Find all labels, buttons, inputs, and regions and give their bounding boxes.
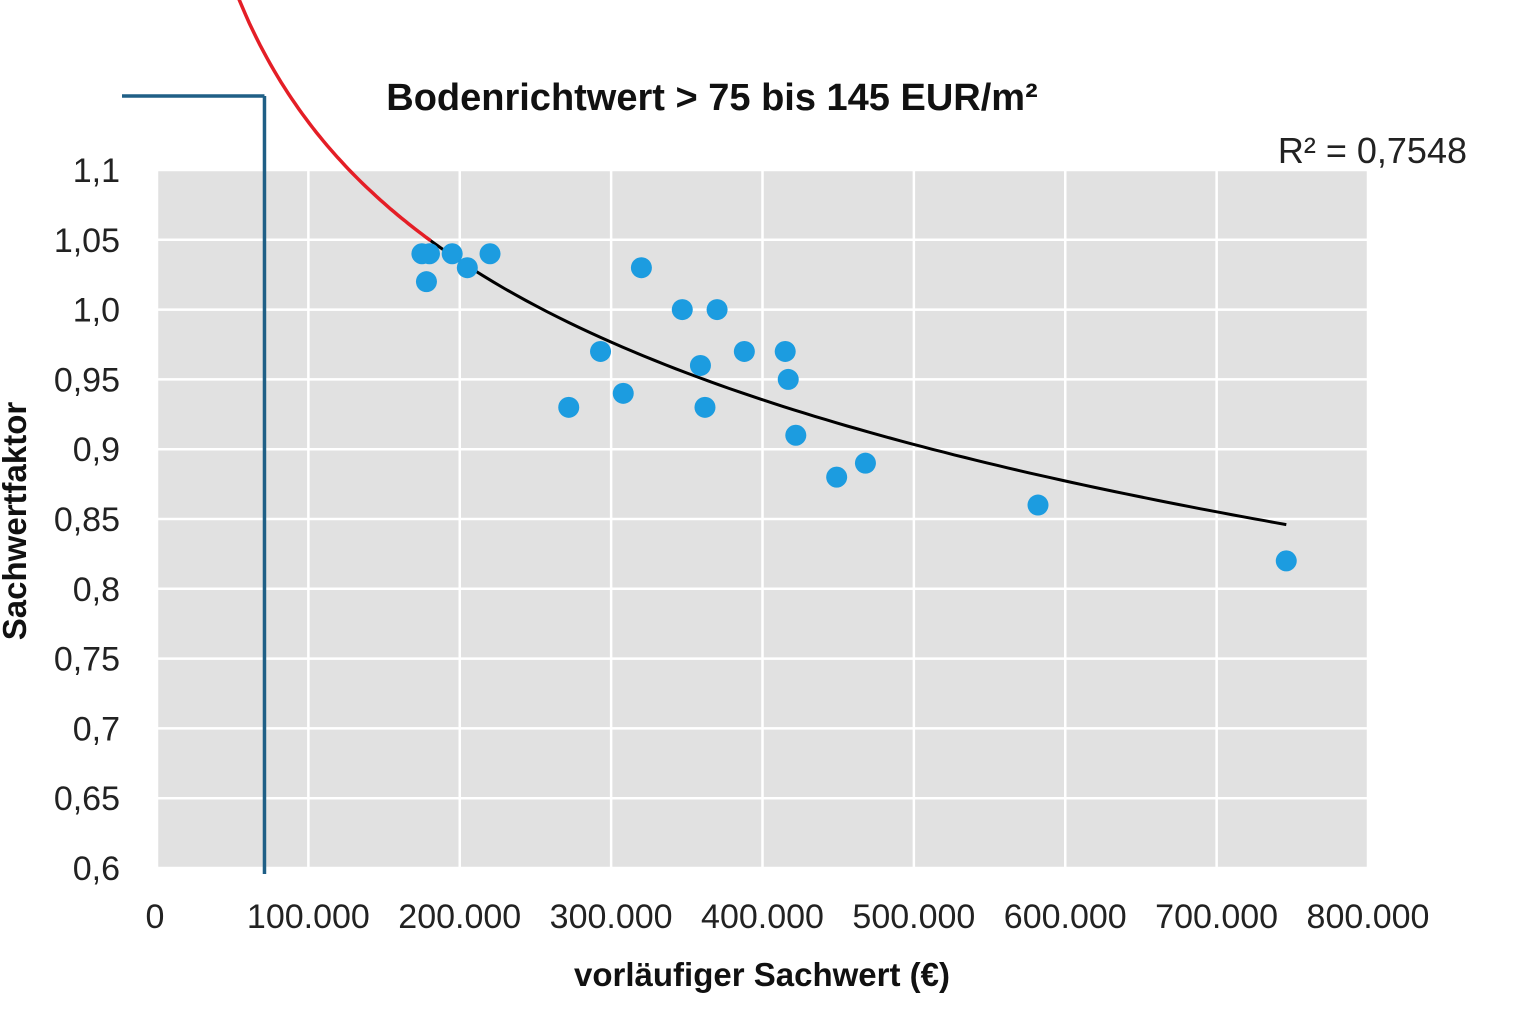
data-point [694,396,716,418]
x-tick-label: 200.000 [398,898,521,936]
y-tick-label: 1,1 [73,152,120,190]
chart-title: Bodenrichtwert > 75 bis 145 EUR/m² [386,77,1037,119]
y-axis-label: Sachwertfaktor [0,402,33,641]
y-tick-label: 0,65 [54,780,120,818]
data-point [456,257,478,279]
data-point [558,396,580,418]
data-point [630,257,652,279]
data-point [706,299,728,321]
data-point [733,340,755,362]
y-tick-label: 0,95 [54,361,120,399]
data-point [1275,550,1297,572]
x-tick-label: 800.000 [1307,898,1430,936]
y-tick-label: 1,05 [54,222,120,260]
y-tick-label: 0,6 [73,850,120,888]
x-tick-label: 300.000 [550,898,673,936]
x-tick-label: 600.000 [1004,898,1127,936]
data-point [441,243,463,265]
x-tick-label: 700.000 [1155,898,1278,936]
data-point [671,299,693,321]
y-tick-label: 0,8 [73,571,120,609]
data-point [689,354,711,376]
x-tick-label: 400.000 [701,898,824,936]
data-point [785,424,807,446]
data-points [411,243,1297,572]
data-point [418,243,440,265]
y-tick-label: 0,85 [54,501,120,539]
tick-labels: 0,6 0,65 0,7 0,75 0,8 0,85 0,9 0,95 1,0 1,05 1,1 0 1… [54,152,1430,936]
y-tick-label: 0,75 [54,641,120,679]
data-point [777,368,799,390]
data-point [479,243,501,265]
y-tick-label: 0,7 [73,710,120,748]
data-point [415,271,437,293]
y-tick-label: 0,9 [73,431,120,469]
trendline [428,238,1287,527]
x-axis-label: vorläufiger Sachwert (€) [574,956,950,993]
data-point [854,452,876,474]
extrapolation-line [237,0,432,242]
reference-lines [122,94,267,874]
x-tick-label: 500.000 [852,898,975,936]
trendline-layer [237,0,1287,527]
data-point [1027,494,1049,516]
data-point [774,340,796,362]
grid-lines [155,168,1370,870]
r-squared-label: R² = 0,7548 [1278,130,1467,171]
x-tick-label: 100.000 [247,898,370,936]
data-point [826,466,848,488]
data-point [612,382,634,404]
y-tick-label: 1,0 [73,292,120,330]
data-point [590,340,612,362]
x-tick-label: 0 [146,898,165,936]
